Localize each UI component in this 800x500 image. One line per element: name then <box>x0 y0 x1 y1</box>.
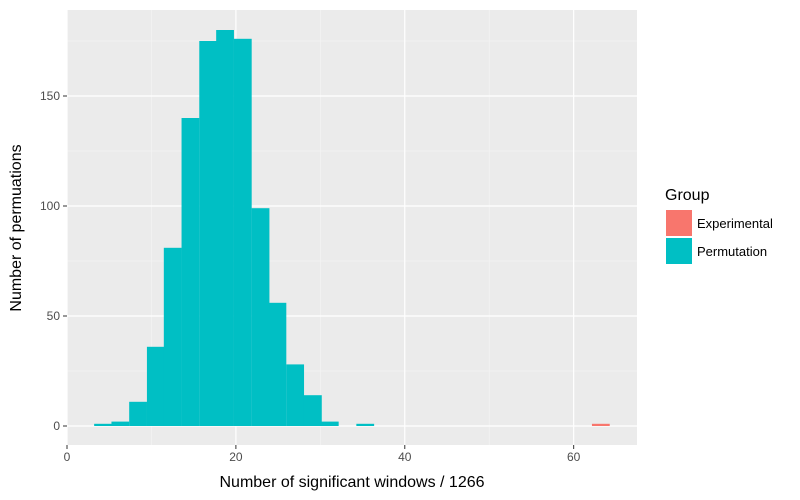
y-tick-label: 0 <box>53 419 60 433</box>
histogram-bar-permutation <box>146 346 165 426</box>
histogram-bar-permutation <box>268 302 287 426</box>
y-tick-label: 50 <box>47 309 61 323</box>
x-tick-label: 0 <box>64 450 71 464</box>
legend-label-permutation: Permutation <box>697 244 767 259</box>
legend-label-experimental: Experimental <box>697 216 773 231</box>
histogram-bar-permutation <box>129 401 147 426</box>
legend: Group Experimental Permutation <box>665 187 773 264</box>
legend-key-experimental <box>666 210 692 236</box>
histogram-bar-permutation <box>303 395 322 426</box>
x-tick-label: 60 <box>567 450 581 464</box>
x-tick-label: 40 <box>398 450 412 464</box>
histogram-bar-experimental <box>591 423 610 426</box>
histogram-bar-permutation <box>181 118 200 426</box>
y-tick-label: 100 <box>40 199 60 213</box>
y-tick-label: 150 <box>40 89 60 103</box>
histogram-bars <box>94 30 610 427</box>
histogram-bar-permutation <box>233 38 252 427</box>
histogram-bar-permutation <box>199 41 218 426</box>
histogram-bar-permutation <box>163 247 182 426</box>
y-axis-title: Number of permuations <box>8 144 25 311</box>
histogram-bar-permutation <box>111 421 130 426</box>
histogram-bar-permutation <box>320 421 339 426</box>
x-axis: 0 20 40 60 <box>64 445 581 464</box>
histogram-bar-permutation <box>356 423 375 426</box>
y-axis: 0 50 100 150 <box>40 89 67 433</box>
x-axis-title: Number of significant windows / 1266 <box>219 474 484 491</box>
histogram-bar-permutation <box>286 364 305 426</box>
histogram-bar-permutation <box>94 423 112 426</box>
legend-key-permutation <box>666 238 692 264</box>
histogram-bar-permutation <box>216 30 234 426</box>
histogram-bar-permutation <box>251 208 270 426</box>
x-tick-label: 20 <box>229 450 243 464</box>
legend-title: Group <box>665 187 710 204</box>
